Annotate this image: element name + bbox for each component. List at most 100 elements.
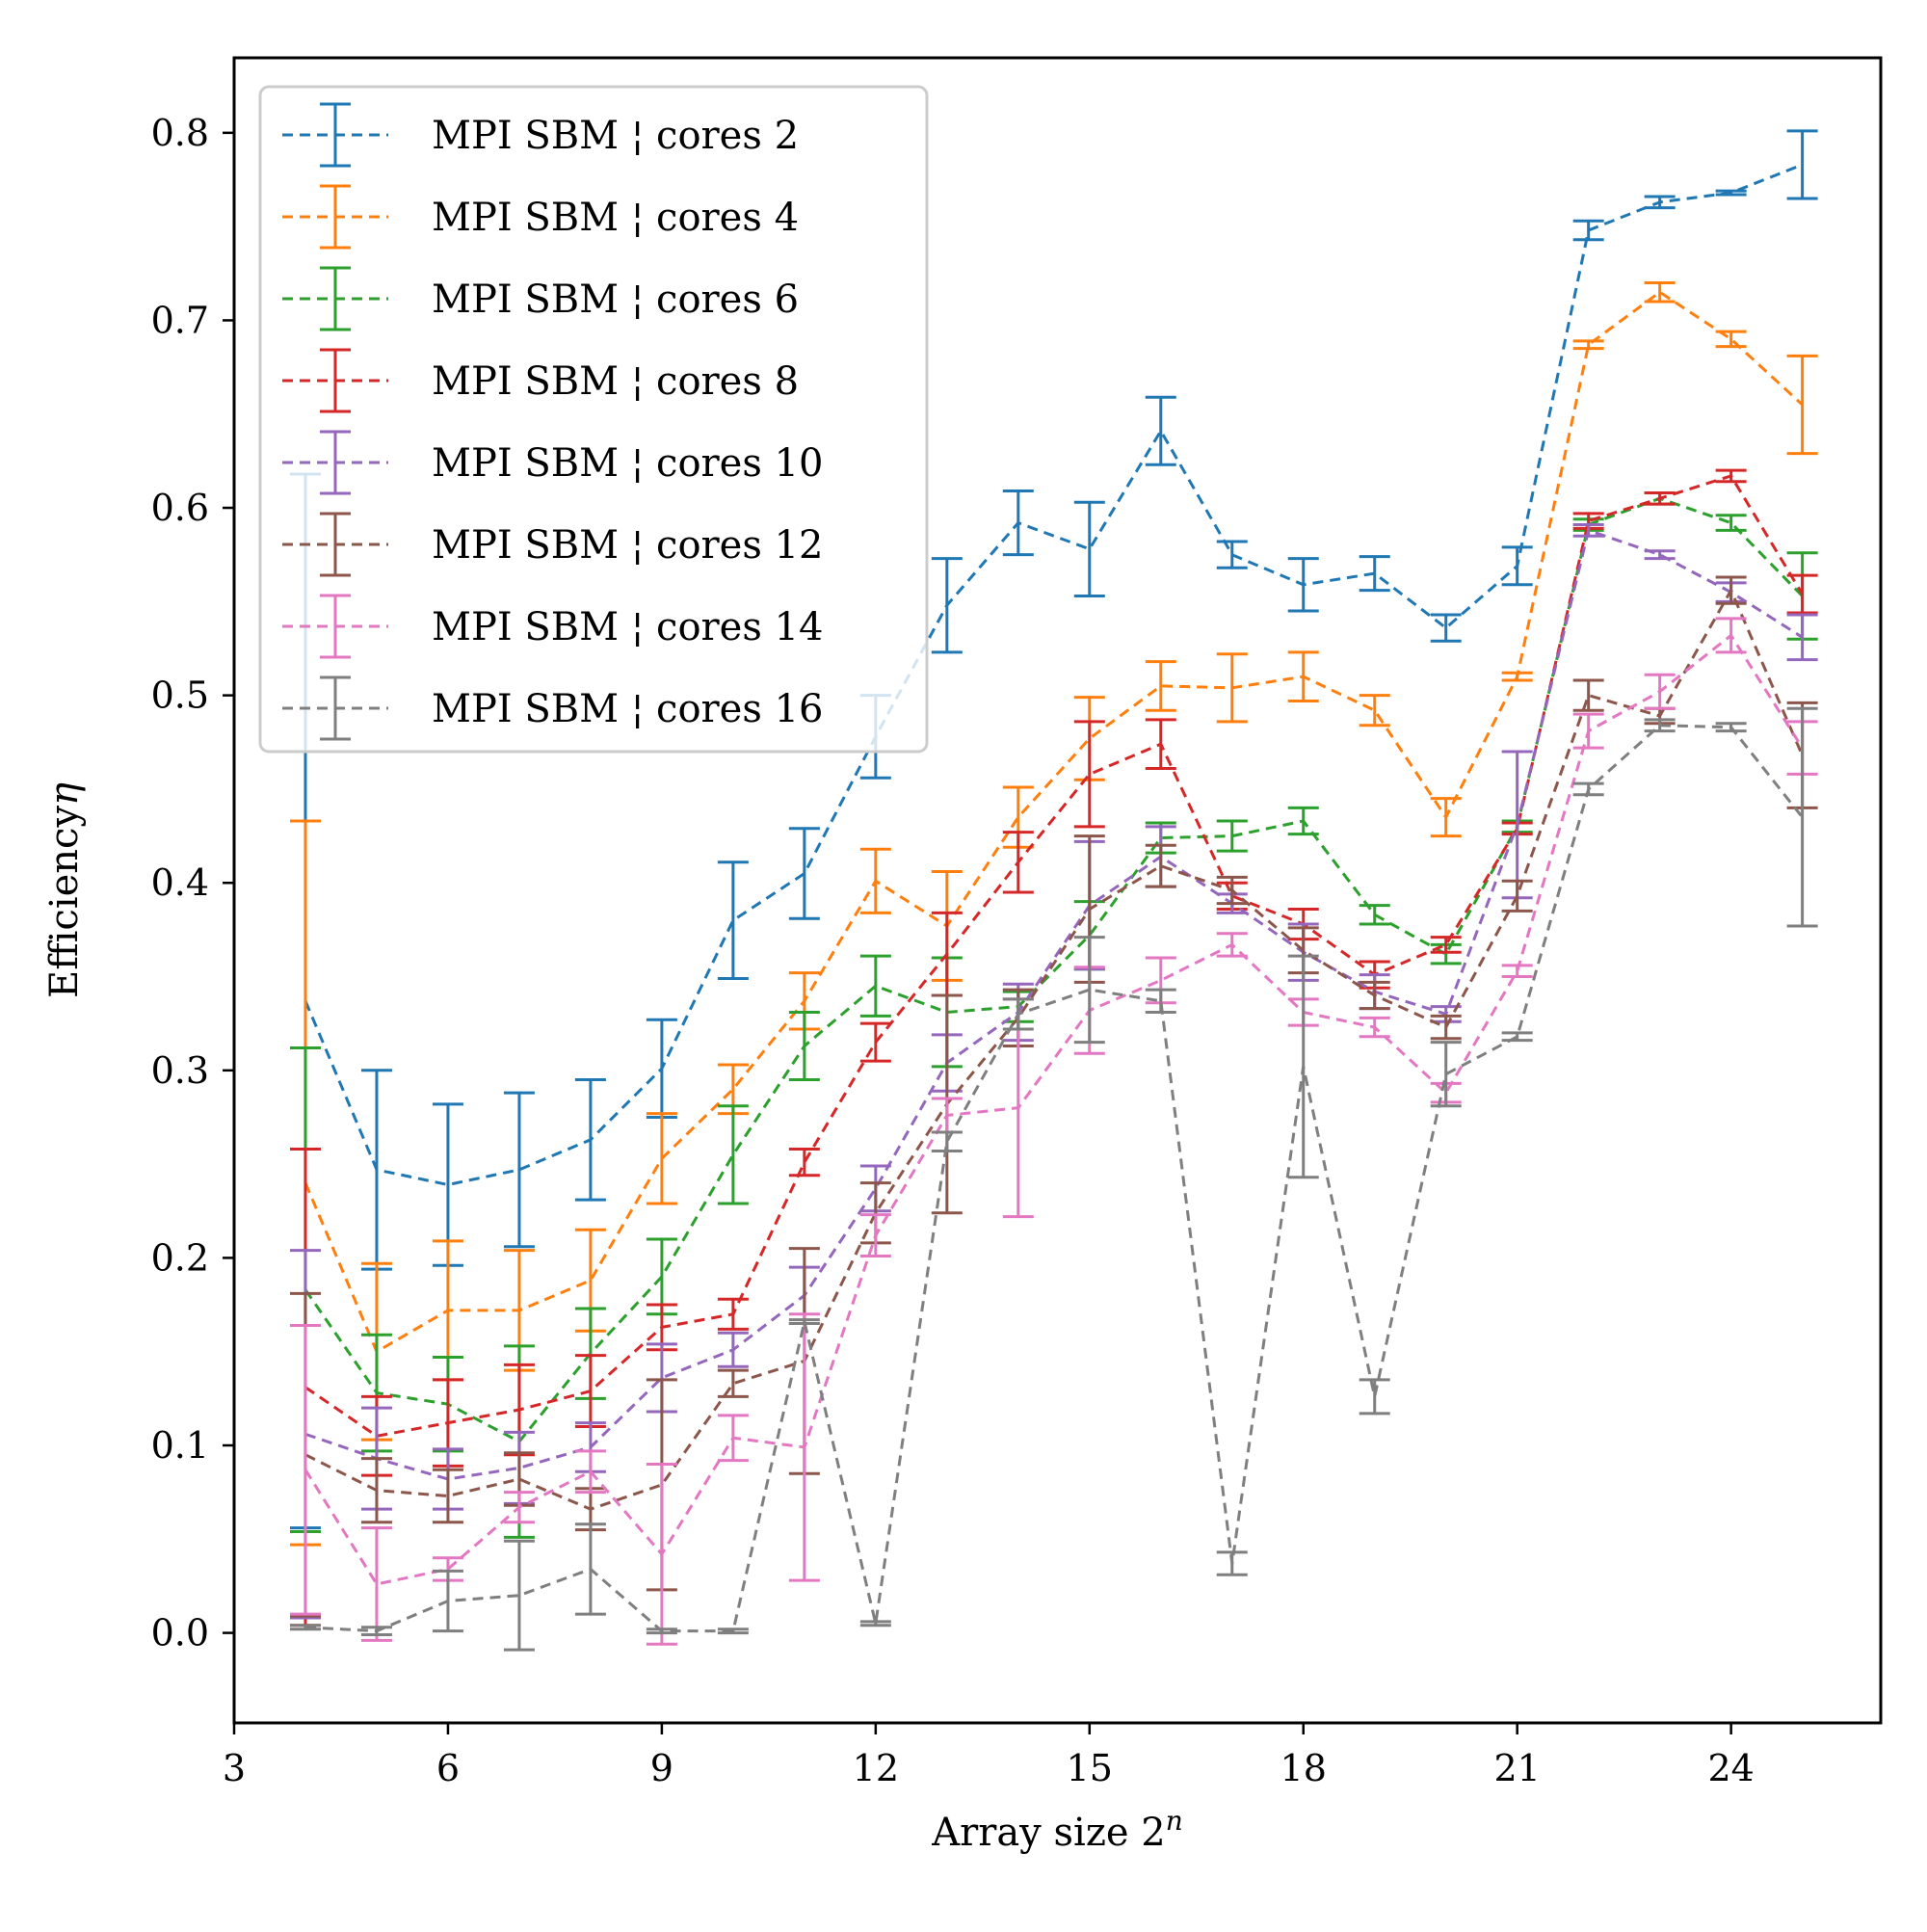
error-bar — [1359, 1016, 1390, 1039]
error-bar — [788, 827, 820, 920]
error-bar — [1287, 954, 1319, 1179]
error-bar — [1216, 932, 1248, 958]
legend-item: MPI SBM ¦ cores 6 — [282, 266, 799, 331]
y-tick-label: 0.1 — [151, 1424, 209, 1467]
error-bar — [1359, 694, 1390, 728]
error-bar — [788, 1010, 820, 1082]
legend-item: MPI SBM ¦ cores 8 — [282, 348, 799, 413]
error-bar — [859, 1620, 891, 1628]
y-axis-label-text: Efficiency — [42, 806, 87, 998]
error-bar — [1786, 706, 1818, 928]
x-tick-label: 6 — [436, 1747, 460, 1789]
error-bar — [859, 1213, 891, 1257]
error-bar — [1572, 781, 1604, 797]
error-bar — [289, 1323, 321, 1616]
error-bar — [1644, 673, 1676, 710]
error-bar — [931, 1097, 963, 1134]
error-bar — [1572, 523, 1604, 538]
error-bar — [646, 1018, 677, 1119]
error-bar — [931, 911, 963, 997]
error-bar — [1501, 545, 1533, 587]
error-bar — [1073, 500, 1105, 597]
series-line — [304, 496, 1804, 1444]
error-bar — [1145, 395, 1176, 466]
error-bar — [432, 1569, 463, 1633]
x-axis-label-superscript: n — [1166, 1805, 1183, 1837]
error-bar — [1786, 613, 1818, 662]
error-bar — [1501, 750, 1533, 900]
series-line — [304, 474, 1804, 1438]
y-tick-label: 0.2 — [151, 1236, 209, 1279]
legend-item: MPI SBM ¦ cores 12 — [282, 512, 823, 577]
y-tick-label: 0.3 — [151, 1049, 209, 1092]
legend-label: MPI SBM ¦ cores 2 — [432, 114, 799, 158]
error-bar — [788, 1148, 820, 1178]
error-bar — [1715, 722, 1747, 733]
y-axis-label: Efficiencyη — [42, 782, 87, 998]
legend-label: MPI SBM ¦ cores 10 — [432, 441, 823, 486]
legend-label: MPI SBM ¦ cores 16 — [432, 687, 823, 731]
error-bar — [1715, 575, 1747, 605]
x-axis-label: Array size 2n — [931, 1805, 1183, 1855]
legend-item: MPI SBM ¦ cores 2 — [282, 102, 799, 168]
error-bar — [1644, 195, 1676, 210]
error-bar — [646, 1628, 677, 1635]
error-bar — [289, 1624, 321, 1631]
series-line — [304, 290, 1804, 1354]
legend-item: MPI SBM ¦ cores 14 — [282, 594, 823, 659]
error-bar — [646, 1112, 677, 1205]
series-line — [304, 163, 1804, 1187]
series-7 — [289, 617, 1818, 1646]
error-bar — [1786, 129, 1818, 200]
y-tick-label: 0.4 — [151, 861, 209, 904]
y-axis-label-symbol: η — [42, 782, 87, 806]
error-bar — [432, 1468, 463, 1524]
x-tick-label: 24 — [1707, 1747, 1754, 1789]
error-bar — [1644, 281, 1676, 304]
error-bar — [1430, 1014, 1462, 1041]
series-line — [304, 724, 1804, 1633]
error-bar — [1145, 988, 1176, 1014]
error-bar — [1002, 490, 1034, 557]
error-bar — [1073, 720, 1105, 829]
error-bar — [1644, 549, 1676, 561]
legend-label: MPI SBM ¦ cores 14 — [432, 605, 823, 649]
series-8 — [289, 706, 1818, 1652]
legend-label: MPI SBM ¦ cores 12 — [432, 523, 823, 568]
x-axis-label-text: Array size 2 — [931, 1811, 1166, 1855]
error-bar — [859, 954, 891, 1018]
error-bar — [1430, 613, 1462, 643]
series-line — [304, 587, 1804, 1511]
error-bar — [1073, 936, 1105, 1045]
error-bar — [717, 1297, 749, 1331]
error-bar — [574, 1078, 606, 1202]
plot-marks — [289, 129, 1818, 1652]
x-axis-ticks: 3 6 9 12 15 18 21 24 — [223, 1723, 1755, 1789]
y-tick-label: 0.8 — [151, 112, 209, 154]
x-tick-label: 18 — [1280, 1747, 1327, 1789]
error-bar — [788, 1318, 820, 1326]
error-bar — [1287, 650, 1319, 702]
error-bar — [360, 1526, 392, 1642]
error-bar — [1501, 1031, 1533, 1043]
error-bar — [1216, 819, 1248, 853]
error-bar — [1572, 339, 1604, 351]
legend-item: MPI SBM ¦ cores 16 — [282, 675, 823, 741]
error-bar — [859, 1021, 891, 1063]
y-tick-label: 0.6 — [151, 487, 209, 529]
error-bar — [574, 1449, 606, 1495]
error-bar — [503, 1091, 535, 1249]
error-bar — [1216, 875, 1248, 906]
y-tick-label: 0.5 — [151, 675, 209, 717]
error-bar — [1359, 1378, 1390, 1416]
error-bar — [717, 1368, 749, 1398]
error-bar — [1287, 806, 1319, 836]
y-tick-label: 0.0 — [151, 1612, 209, 1654]
error-bar — [1715, 468, 1747, 484]
error-bar — [360, 1069, 392, 1271]
legend-label: MPI SBM ¦ cores 6 — [432, 278, 799, 322]
error-bar — [503, 1491, 535, 1524]
error-bar — [1216, 540, 1248, 569]
error-bar — [503, 1539, 535, 1652]
